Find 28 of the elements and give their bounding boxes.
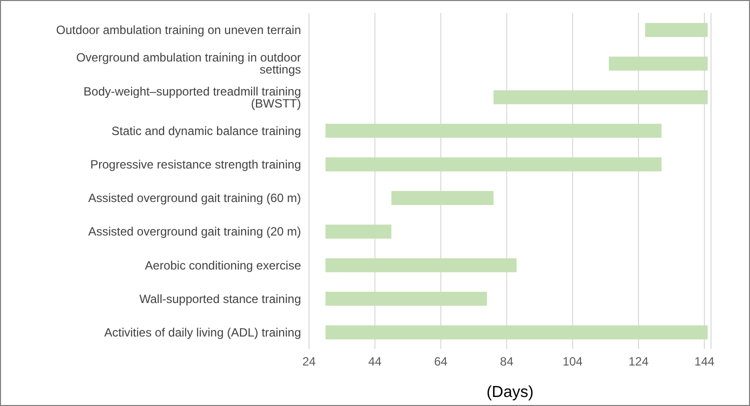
y-tick-label: Assisted overground gait training (60 m) xyxy=(88,191,301,206)
y-tick-label: Aerobic conditioning exercise xyxy=(144,258,302,272)
x-tick-label: 64 xyxy=(434,354,448,369)
y-tick-label: Static and dynamic balance training xyxy=(112,124,301,138)
x-tick-label: 144 xyxy=(694,354,715,369)
y-tick-label: Assisted overground gait training (20 m) xyxy=(88,224,301,239)
bar xyxy=(391,191,494,205)
y-tick-label: Activities of daily living (ADL) training xyxy=(104,325,301,340)
bar xyxy=(325,325,708,340)
bar xyxy=(494,90,708,104)
y-tick-label: Overground ambulation training in outdoor settings xyxy=(76,50,301,77)
bar xyxy=(608,56,708,71)
bar xyxy=(645,23,708,37)
bar xyxy=(325,157,662,172)
x-tick-label: 84 xyxy=(500,354,514,369)
x-axis-title: (Days) xyxy=(486,384,534,401)
bar xyxy=(325,292,487,306)
bar xyxy=(325,258,517,272)
y-tick-label: Outdoor ambulation training on uneven terrain xyxy=(56,23,301,38)
y-tick-label: Body-weight–supported treadmill training (BWSTT) xyxy=(84,84,301,110)
y-tick-label: Wall-supported stance training xyxy=(139,292,301,306)
y-tick-label: Progressive resistance strength training xyxy=(90,157,301,172)
x-tick-label: 24 xyxy=(302,354,316,369)
bar xyxy=(325,124,662,138)
x-tick-label: 124 xyxy=(628,354,649,369)
x-tick-label: 104 xyxy=(562,354,583,369)
x-tick-label: 44 xyxy=(368,354,382,369)
bar xyxy=(325,224,392,239)
